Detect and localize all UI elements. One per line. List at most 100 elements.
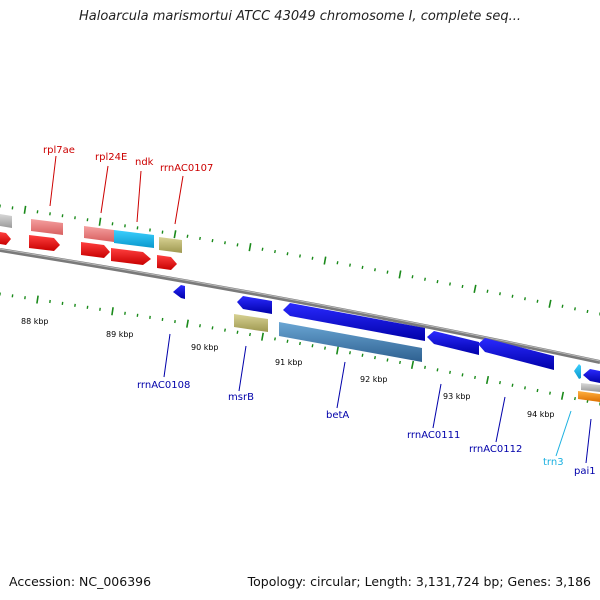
minor-tick [274,337,276,341]
cog-box-gray-left [0,214,12,228]
major-tick [173,230,177,239]
minor-tick [449,370,451,374]
minor-tick [424,277,426,281]
cog-box-rpl24e [84,226,114,242]
gene-label-msrb[interactable]: msrB [228,392,254,403]
minor-tick [361,353,364,357]
major-tick [186,319,189,328]
minor-tick [386,358,389,362]
minor-tick [349,351,351,355]
cds-ndk [111,248,151,265]
kbp-label-92: 92 kbp [360,375,388,384]
cog-box-msrb [234,314,268,332]
minor-tick [261,247,264,251]
cds-beta [283,303,425,341]
cog-box-ndk [114,230,154,248]
kbp-label-93: 93 kbp [443,392,471,401]
major-tick [398,270,402,279]
minor-tick [186,234,189,238]
major-tick [473,284,477,293]
gene-label-rrnac0108[interactable]: rrnAC0108 [137,380,190,391]
minor-tick [411,275,414,279]
genome-summary-text: Topology: circular; Length: 3,131,724 bp… [247,574,591,589]
major-tick [410,360,415,369]
kbp-label-88: 88 kbp [21,317,49,326]
cog-box-rpl7ae [31,219,63,235]
minor-tick [524,386,526,390]
minor-tick [199,324,201,328]
minor-tick [299,341,301,346]
major-tick [323,256,327,265]
minor-tick [224,241,226,245]
minor-tick [311,256,314,260]
major-tick [261,332,264,341]
minor-tick [249,332,251,337]
gene-label-rrnac0111[interactable]: rrnAC0111 [407,430,460,441]
minor-tick [274,249,276,254]
gene-label-rrnac0107[interactable]: rrnAC0107 [160,163,213,174]
minor-tick [199,236,201,241]
major-tick [560,391,565,400]
minor-tick [574,307,576,311]
minor-tick [511,294,514,298]
gene-label-pai1[interactable]: pai1 [574,466,596,477]
gene-label-trn3[interactable]: trn3 [543,457,564,468]
minor-tick [286,252,289,256]
minor-tick [211,326,214,330]
genome-backbone [0,248,600,364]
minor-tick [549,391,551,395]
minor-tick [349,263,351,267]
minor-tick [374,268,376,272]
minor-tick [461,373,464,377]
minor-tick [586,309,589,314]
minor-tick [536,299,539,303]
kbp-label-94: 94 kbp [527,410,555,419]
cds-rrnac0107 [157,255,177,270]
accession-text: Accession: NC_006396 [9,574,152,589]
major-tick [485,375,490,385]
cds-rpl24e [81,242,110,258]
minor-tick [511,383,514,387]
gene-label-ndk[interactable]: ndk [135,157,154,168]
reverse-leader-lines [163,333,592,464]
kbp-label-90: 90 kbp [191,343,219,352]
minor-tick [461,284,464,289]
minor-tick [224,328,226,332]
minor-tick [299,254,301,258]
cds-rrnac0112 [478,338,554,370]
cog-box-gray-right [581,383,600,392]
gene-label-beta[interactable]: betA [326,410,349,421]
cds-pai1 [583,369,600,383]
minor-tick [499,292,501,296]
cds-forward-left [0,232,11,245]
major-tick [548,299,552,308]
minor-tick [211,238,214,243]
cds-rrnac0111 [427,331,479,355]
minor-tick [424,365,426,369]
inner-tick-ring [0,292,600,406]
minor-tick [524,297,526,301]
map-title: Haloarcula marismortui ATCC 43049 chromo… [79,9,521,24]
minor-tick [561,304,564,308]
trn3-leader-line [555,410,572,457]
minor-tick [474,375,476,380]
cog-box-pai1 [578,391,600,402]
major-tick [98,217,102,226]
major-tick [23,205,27,214]
kbp-label-89: 89 kbp [106,330,134,339]
gene-label-rpl24e[interactable]: rpl24E [95,152,127,163]
minor-tick [236,330,239,334]
kbp-label-91: 91 kbp [275,358,303,367]
minor-tick [486,289,489,293]
cog-box-beta [279,322,422,362]
minor-tick [324,346,326,350]
cds-trn3 [574,364,581,379]
cds-rrnac0108 [173,285,185,299]
gene-label-rpl7ae[interactable]: rpl7ae [43,145,75,156]
forward-leader-lines [49,155,184,225]
minor-tick [436,368,439,372]
minor-tick [574,396,576,401]
minor-tick [399,360,401,365]
gene-label-rrnac0112[interactable]: rrnAC0112 [469,444,522,455]
